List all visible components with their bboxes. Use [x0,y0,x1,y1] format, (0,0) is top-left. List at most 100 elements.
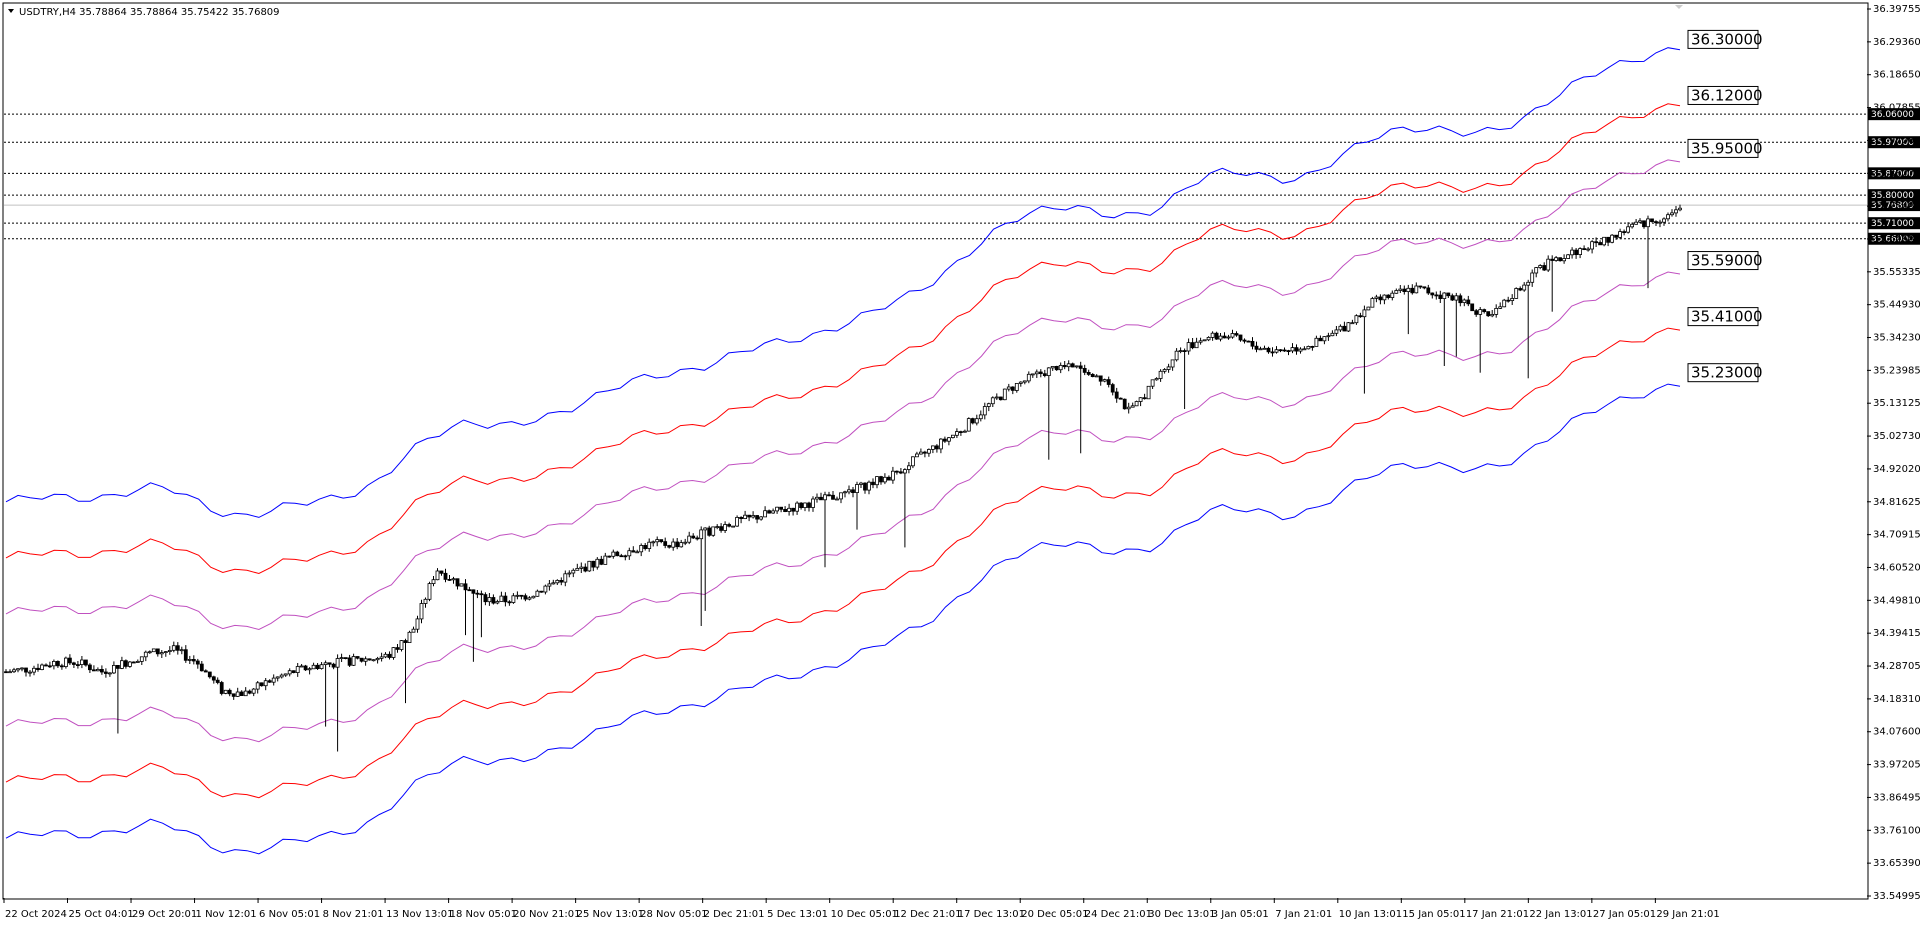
candle-body-bear [48,665,52,668]
time-tick-label: 10 Jan 13:01 [1339,909,1402,920]
candle [763,506,767,518]
time-tick-label: 17 Dec 13:01 [958,909,1025,920]
candle-body-bear [403,640,408,643]
candle-body-bear [1598,242,1602,246]
candle [887,475,891,481]
candle [955,428,959,438]
candle [1110,382,1115,396]
candle-body-bear [227,689,232,695]
candle [1330,330,1335,337]
band-line-lower-2 [5,327,1681,799]
candle-body-bull [1666,214,1670,220]
candle [391,647,396,660]
candle-body-bull [671,541,676,548]
candle [974,414,979,426]
candle [1314,335,1319,347]
candle [339,653,344,662]
candle-body-bull [1218,335,1223,340]
candle [80,656,84,669]
candle [1402,285,1407,295]
candle-body-bull [1230,333,1235,338]
time-tick-label: 2 Dec 21:01 [704,909,765,920]
candle [60,663,64,670]
candle [431,576,436,587]
candle [1198,337,1203,345]
candle-body-bear [1254,345,1259,350]
candle-body-bull [1338,325,1343,331]
candle [1046,367,1051,460]
candle [1214,331,1219,340]
time-tick-label: 24 Dec 21:01 [1085,909,1152,920]
candle [755,515,759,524]
time-tick-label: 15 Jan 05:01 [1402,909,1465,920]
candle-body-bull [1618,231,1622,238]
candle [795,501,799,515]
candle-body-bear [1582,248,1586,251]
candle-body-bull [375,658,380,661]
candle-body-bull [1406,287,1411,292]
time-tick-label: 29 Jan 21:01 [1656,909,1719,920]
candle [151,648,156,653]
candle-body-bull [986,403,991,407]
candle [1370,296,1375,308]
symbol-menu-triangle-icon[interactable] [8,9,14,13]
candle [439,570,444,576]
candle-body-bear [44,664,48,667]
candle [978,410,983,422]
candle-body-bear [1106,379,1111,385]
candle [835,496,839,501]
candle [251,688,256,697]
candle [963,429,967,433]
candle [1238,334,1243,342]
candle-body-bull [639,545,644,553]
candle-body-bull [279,674,284,678]
candle-body-bull [1678,207,1682,211]
candle [1654,220,1658,226]
candle-body-bull [363,658,368,662]
candle [131,661,136,664]
candle [994,393,999,400]
candle [1302,346,1307,351]
candle [551,579,556,585]
candle-body-bull [683,541,688,544]
candle [1290,343,1295,354]
candle [1154,377,1159,381]
candle [1294,344,1299,355]
candle [1194,337,1199,349]
candle [1670,209,1674,217]
candle-body-bull [907,465,911,470]
candle-body-bull [427,583,432,600]
candle-body-bull [687,535,692,543]
candle-body-bull [978,414,983,420]
candle [1258,346,1263,351]
price-tick-label: 33.86495 [1873,792,1920,803]
candle-body-bull [1362,309,1367,318]
candle-body-bear [887,476,891,481]
candle-body-bull [1274,349,1279,353]
candle-body-bear [739,517,743,520]
candle [116,665,120,734]
candle-body-bull [855,484,859,494]
candle [495,599,500,605]
candle [1306,345,1311,350]
band-line-upper-2 [5,103,1681,575]
candle [235,687,240,697]
candle-body-bull [731,525,735,528]
candle-body-bull [339,657,344,659]
candle-body-bull [12,669,16,673]
candle-body-bull [1158,370,1163,379]
candle [951,434,955,439]
candle-body-bull [647,541,652,550]
candle-body-bear [1614,234,1618,238]
candle [407,630,412,643]
candle-body-bear [4,671,8,674]
price-tick-label: 35.64685 [1873,234,1920,245]
candle-body-bull [1186,342,1191,352]
candle [539,590,544,593]
candle [1034,369,1039,378]
candle-body-bull [1610,234,1614,243]
level-price-label: 35.87000 [1871,169,1914,179]
shift-marker-icon[interactable] [1675,5,1683,9]
